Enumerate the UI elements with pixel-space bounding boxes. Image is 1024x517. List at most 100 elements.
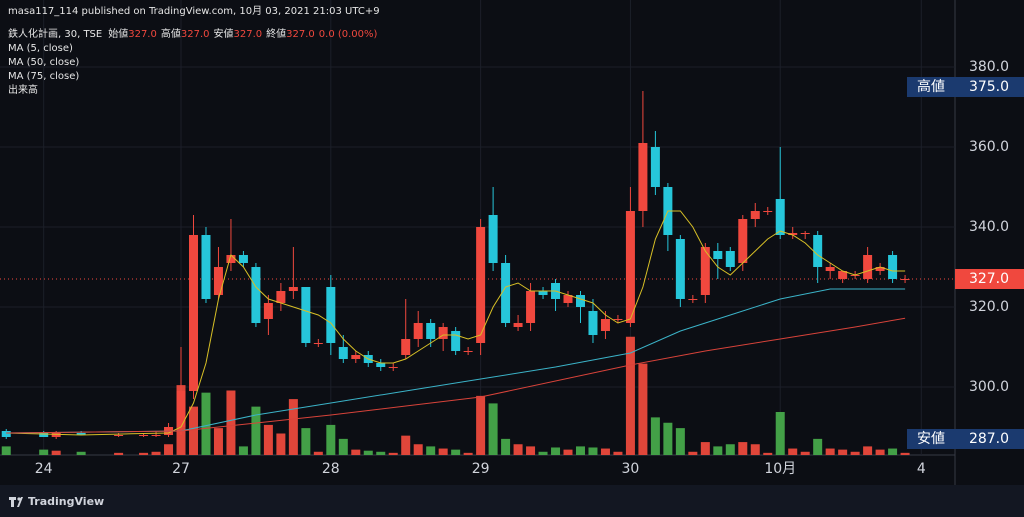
volume-bar — [563, 449, 573, 455]
legend-label: 終値 — [266, 29, 287, 40]
x-tick-label: 10月 — [764, 461, 796, 477]
volume-bar — [201, 392, 211, 455]
legend-value: 327.0 — [233, 29, 263, 40]
candle-body — [625, 211, 635, 323]
volume-bar — [526, 446, 536, 455]
volume-bar — [426, 446, 436, 455]
candle-body — [775, 199, 785, 235]
volume-bar — [401, 435, 411, 455]
candle-body — [426, 323, 436, 339]
candle-body — [326, 287, 336, 343]
badge-label-box — [907, 429, 955, 449]
badge-value: 375.0 — [969, 79, 1009, 95]
volume-bar — [213, 428, 223, 455]
candle-body — [750, 211, 760, 219]
candle-body — [301, 287, 311, 343]
candle-body — [213, 267, 223, 295]
volume-bar — [875, 449, 885, 455]
candle-body — [201, 235, 211, 299]
candle-body — [600, 319, 610, 331]
candle-body — [1, 431, 11, 437]
legend-symbol: 鉄人化計画, 30, TSE — [8, 29, 103, 40]
volume-bar — [700, 442, 710, 455]
volume-bar — [188, 406, 198, 455]
volume-bar — [288, 399, 298, 455]
legend-label: 安値 — [213, 29, 234, 40]
candle-body — [238, 255, 248, 263]
brand-name: TradingView — [28, 495, 104, 508]
y-tick-label: 300.0 — [969, 379, 1009, 395]
y-tick-label: 360.0 — [969, 139, 1009, 155]
volume-bar — [501, 438, 511, 455]
volume-bar — [813, 438, 823, 455]
volume-bar — [663, 422, 673, 455]
candle-body — [526, 291, 536, 323]
candle-body — [650, 147, 660, 187]
y-tick-label: 380.0 — [969, 59, 1009, 75]
badge-value-box — [955, 77, 1024, 97]
volume-bar — [276, 433, 286, 455]
volume-bar — [263, 424, 273, 455]
volume-bar — [326, 424, 336, 455]
candle-body — [276, 291, 286, 303]
candle-body — [575, 295, 585, 307]
volume-bar — [738, 442, 748, 455]
volume-bar — [888, 448, 898, 455]
y-tick-label: 340.0 — [969, 219, 1009, 235]
volume-bar — [313, 451, 323, 455]
volume-bar — [476, 395, 486, 455]
candle-body — [251, 267, 261, 323]
candle-body — [638, 143, 648, 211]
candle-body — [738, 219, 748, 263]
candle-body — [188, 235, 198, 391]
volume-bar — [863, 446, 873, 455]
volume-bar — [413, 444, 423, 455]
y-tick-label: 320.0 — [969, 299, 1009, 315]
volume-bar — [825, 448, 835, 455]
volume-bar — [151, 451, 161, 455]
volume-bar — [114, 452, 124, 455]
volume-bar — [376, 451, 386, 455]
brand-logo — [9, 497, 23, 507]
volume-bar — [139, 452, 149, 455]
indicator-name: MA (50, close) — [8, 57, 80, 68]
candle-body — [713, 251, 723, 259]
candle-body — [538, 291, 548, 295]
candle-body — [813, 235, 823, 267]
badge-value: 287.0 — [969, 431, 1009, 447]
x-tick-label: 28 — [322, 461, 340, 477]
x-tick-label: 29 — [472, 461, 490, 477]
legend-value: 327.0 — [180, 29, 210, 40]
candle-body — [388, 367, 398, 368]
volume-bar — [575, 446, 585, 455]
volume-bar — [588, 447, 598, 455]
volume-bar — [351, 449, 361, 455]
candle-body — [501, 263, 511, 323]
candle-body — [76, 433, 86, 435]
badge-label-box — [907, 77, 955, 97]
candle-body — [476, 227, 486, 343]
volume-bar — [675, 428, 685, 455]
legend-value: 327.0 — [286, 29, 315, 40]
volume-bar — [788, 448, 798, 455]
volume-bar — [388, 452, 398, 455]
volume-bar — [513, 444, 523, 455]
last-price-box — [955, 269, 1024, 289]
volume-bar — [625, 336, 635, 455]
ma-line — [6, 210, 906, 436]
legend-change: 0.0 (0.00%) — [318, 29, 378, 40]
candle-body — [351, 355, 361, 359]
ma-line — [6, 317, 906, 434]
candle-body — [763, 211, 773, 212]
volume-bar — [438, 448, 448, 455]
candle-body — [263, 303, 273, 319]
candle-body — [313, 343, 323, 344]
publisher-line: masa117_114 published on TradingView.com… — [8, 6, 380, 17]
volume-bar — [775, 412, 785, 455]
candle-body — [488, 215, 498, 263]
candle-body — [413, 323, 423, 339]
volume-bar — [838, 449, 848, 455]
volume-bar — [51, 450, 61, 455]
